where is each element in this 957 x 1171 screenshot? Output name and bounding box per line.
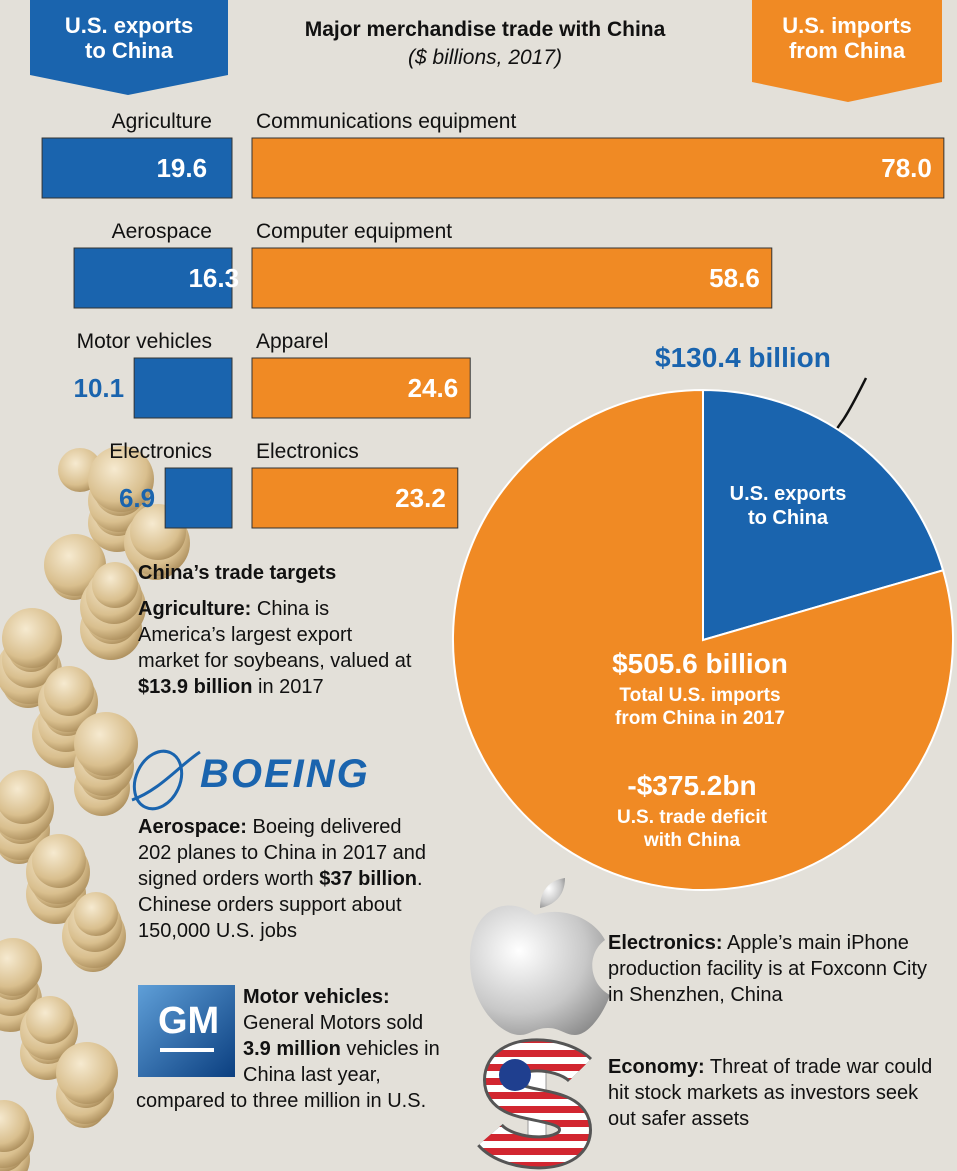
bar — [165, 468, 232, 528]
category-label: Aerospace — [112, 220, 212, 243]
note-bold-text: Motor vehicles: — [243, 986, 390, 1008]
note-bold-text: $13.9 billion — [138, 676, 252, 698]
note-bold-text: Aerospace: — [138, 816, 247, 838]
note-economy: Economy: Threat of trade war could hit s… — [608, 1054, 938, 1132]
value-label: 24.6 — [408, 373, 459, 403]
note-electronics: Electronics: Apple’s main iPhone product… — [608, 930, 938, 1008]
note-aerospace: Aerospace: Boeing delivered 202 planes t… — [138, 814, 438, 944]
note-bold-text: Electronics: — [608, 932, 722, 954]
soybean — [74, 712, 138, 776]
soybean — [92, 562, 138, 608]
soybean — [74, 892, 118, 936]
value-label: 78.0 — [881, 153, 932, 183]
dollar-icon — [490, 1040, 580, 1168]
boeing-logo-text: BOEING — [200, 752, 370, 797]
deficit-value: -$375.2bn — [542, 770, 842, 802]
soybean — [32, 834, 86, 888]
soybean — [26, 996, 74, 1044]
category-label: Communications equipment — [256, 110, 516, 133]
value-label: 6.9 — [119, 483, 155, 513]
note-bold-text: Agriculture: — [138, 598, 251, 620]
pie-value-label: $130.4 billion — [655, 342, 831, 374]
value-label: 16.3 — [188, 263, 239, 293]
pie-slice-label: U.S. exports to China — [718, 482, 858, 530]
chart-title: Major merchandise trade with China — [258, 18, 712, 42]
soybean — [2, 608, 62, 668]
pie-slice-label: Total U.S. imports from China in 2017 — [600, 684, 800, 730]
category-label: Electronics — [256, 440, 359, 463]
gm-logo-space — [136, 984, 243, 1074]
note-text: General Motors sold — [243, 1012, 423, 1034]
note-bold-text: 3.9 million — [243, 1038, 341, 1060]
apple-logo — [470, 905, 610, 1035]
bar — [134, 358, 232, 418]
value-label: 23.2 — [395, 483, 446, 513]
category-label: Agriculture — [112, 110, 212, 133]
deficit-label: U.S. trade deficit with China — [605, 806, 780, 852]
category-label: Electronics — [109, 440, 212, 463]
category-label: Motor vehicles — [77, 330, 212, 353]
note-motor-vehicles-wrap: Motor vehicles: General Motors sold 3.9 … — [136, 984, 446, 1114]
bar — [252, 138, 944, 198]
value-label: 10.1 — [74, 373, 125, 403]
soybean — [56, 1042, 118, 1104]
category-label: Computer equipment — [256, 220, 452, 243]
page: Agriculture 19.6 Aerospace 16.3 Motor vehicl… — [0, 0, 957, 1171]
soybean — [44, 666, 94, 716]
category-label: Apparel — [256, 330, 328, 353]
notes-heading: China’s trade targets — [138, 562, 336, 585]
note-agriculture: Agriculture: China is America’s largest … — [138, 596, 418, 700]
chart-subtitle: ($ billions, 2017) — [258, 46, 712, 70]
note-text: in 2017 — [252, 676, 323, 698]
value-label: 58.6 — [709, 263, 760, 293]
value-label: 19.6 — [156, 153, 207, 183]
apple-leaf — [540, 878, 565, 908]
note-bold-text: Economy: — [608, 1056, 705, 1078]
boeing-logo — [125, 744, 200, 817]
note-bold-text: $37 billion — [319, 868, 417, 890]
pie-value-label: $505.6 billion — [550, 648, 850, 680]
imports-header: U.S. imports from China — [776, 13, 918, 63]
bar — [252, 248, 772, 308]
exports-header: U.S. exports to China — [59, 13, 199, 63]
